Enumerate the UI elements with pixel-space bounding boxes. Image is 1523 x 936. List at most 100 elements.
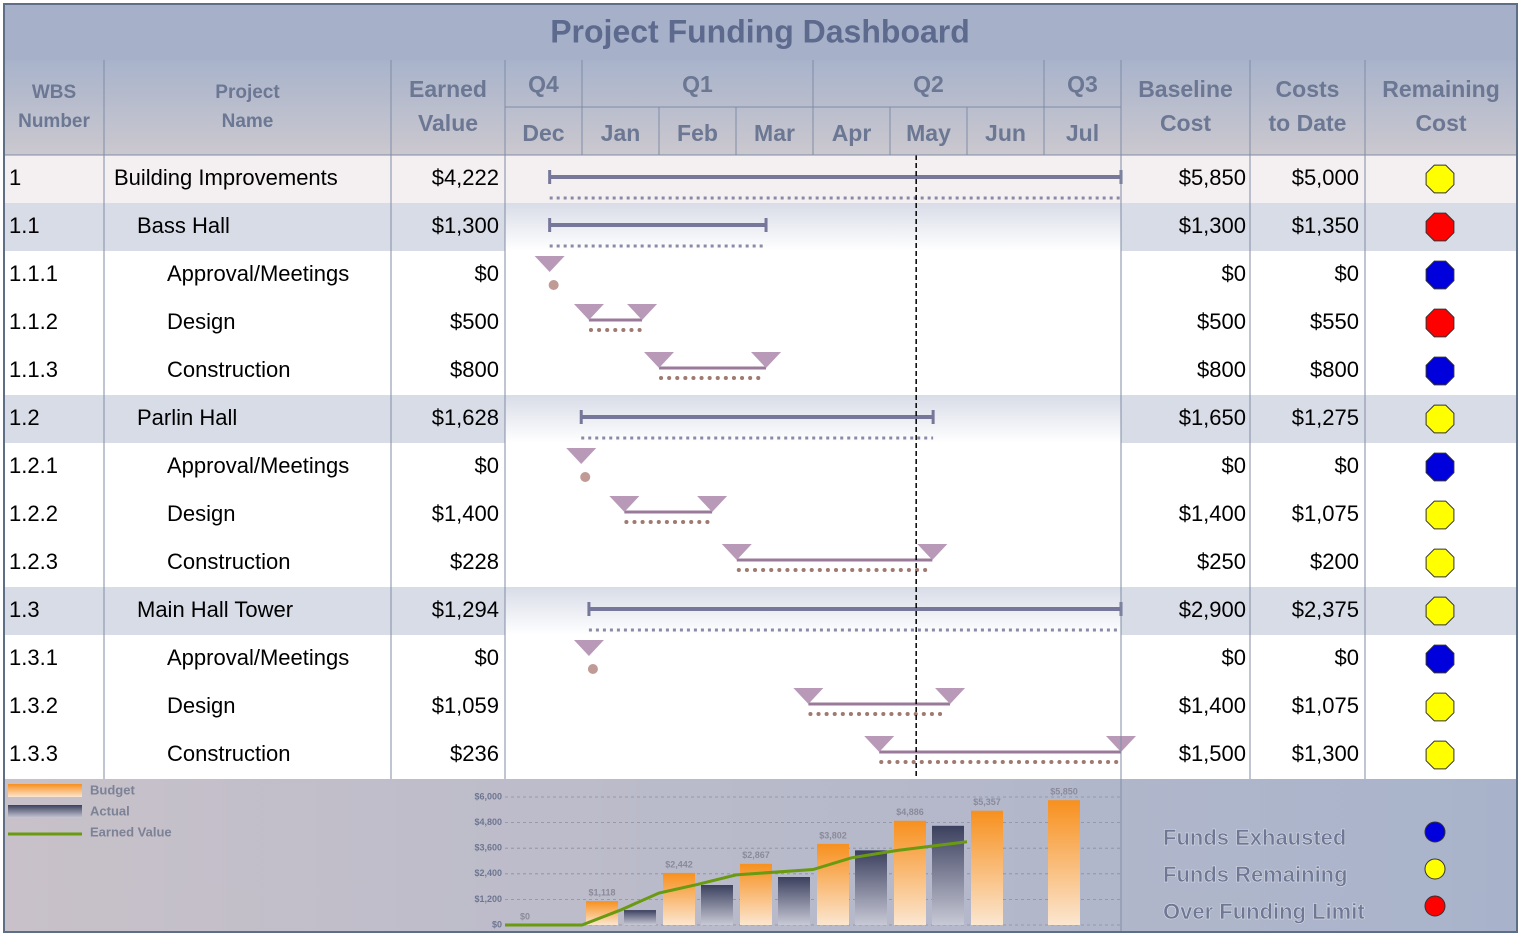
baseline-cost: $1,650 bbox=[1179, 405, 1246, 430]
earned-value: $1,400 bbox=[432, 501, 499, 526]
project-name: Construction bbox=[167, 741, 291, 766]
bar-value-label: $3,802 bbox=[819, 830, 847, 840]
bar bbox=[855, 850, 887, 925]
costs-to-date: $1,275 bbox=[1292, 405, 1359, 430]
costs-to-date: $0 bbox=[1335, 453, 1359, 478]
baseline-cost: $500 bbox=[1197, 309, 1246, 334]
wbs-number: 1.2.3 bbox=[9, 549, 58, 574]
milestone-actual bbox=[587, 664, 598, 674]
earned-value: $0 bbox=[475, 261, 499, 286]
month-label: Dec bbox=[522, 120, 564, 146]
bar-value-label: $2,442 bbox=[665, 859, 693, 869]
task-end bbox=[697, 496, 728, 512]
quarter-label: Q4 bbox=[528, 71, 559, 97]
baseline-cost: $1,500 bbox=[1179, 741, 1246, 766]
legend-swatch bbox=[8, 784, 82, 797]
column-header: Cost bbox=[1415, 110, 1466, 136]
column-header: WBS bbox=[32, 82, 76, 103]
status-indicator bbox=[1425, 740, 1455, 770]
status-legend-label: Funds Exhausted bbox=[1163, 825, 1346, 850]
milestone bbox=[566, 448, 597, 464]
project-name: Bass Hall bbox=[137, 213, 230, 238]
outer-frame bbox=[3, 3, 1518, 933]
baseline-cost: $1,400 bbox=[1179, 501, 1246, 526]
wbs-number: 1.2.2 bbox=[9, 501, 58, 526]
wbs-number: 1 bbox=[9, 165, 21, 190]
bar bbox=[701, 885, 733, 925]
baseline-cost: $1,300 bbox=[1179, 213, 1246, 238]
status-indicator bbox=[1425, 356, 1455, 386]
earned-value: $1,300 bbox=[432, 213, 499, 238]
wbs-number: 1.3 bbox=[9, 597, 40, 622]
project-name: Approval/Meetings bbox=[167, 453, 349, 478]
bar-value-label: $4,886 bbox=[896, 807, 924, 817]
task-start bbox=[644, 352, 674, 368]
wbs-number: 1.1.3 bbox=[9, 357, 58, 382]
status-indicator bbox=[1425, 452, 1455, 482]
baseline-cost: $250 bbox=[1197, 549, 1246, 574]
status-indicator bbox=[1425, 164, 1455, 194]
bar bbox=[894, 820, 926, 925]
quarter-label: Q3 bbox=[1067, 71, 1098, 97]
status-legend-swatch bbox=[1424, 821, 1446, 843]
status-indicator bbox=[1425, 404, 1455, 434]
title: Project Funding Dashboard bbox=[550, 13, 970, 49]
column-header: Remaining bbox=[1382, 76, 1500, 102]
bar bbox=[971, 810, 1003, 925]
earned-value: $1,294 bbox=[432, 597, 499, 622]
legend-label: Budget bbox=[90, 782, 135, 797]
task-end bbox=[751, 352, 782, 368]
costs-to-date: $200 bbox=[1310, 549, 1359, 574]
earned-value: $4,222 bbox=[432, 165, 499, 190]
title-bar bbox=[4, 4, 1517, 60]
status-legend-swatch bbox=[1424, 858, 1446, 880]
legend-label: Earned Value bbox=[90, 824, 172, 839]
task-start bbox=[793, 688, 824, 704]
wbs-number: 1.3.2 bbox=[9, 693, 58, 718]
baseline-cost: $800 bbox=[1197, 357, 1246, 382]
bar-value-label: $5,357 bbox=[973, 797, 1001, 807]
column-header: Earned bbox=[409, 76, 487, 102]
bar bbox=[932, 825, 964, 925]
month-label: Jun bbox=[985, 120, 1026, 146]
milestone bbox=[534, 256, 565, 272]
earned-value: $236 bbox=[450, 741, 499, 766]
month-label: Jan bbox=[601, 120, 641, 146]
bar bbox=[778, 877, 810, 925]
column-header: Number bbox=[18, 111, 90, 132]
baseline-cost: $2,900 bbox=[1179, 597, 1246, 622]
month-label: Jul bbox=[1066, 120, 1099, 146]
wbs-number: 1.3.1 bbox=[9, 645, 58, 670]
task-start bbox=[864, 736, 895, 752]
project-name: Parlin Hall bbox=[137, 405, 237, 430]
costs-to-date: $550 bbox=[1310, 309, 1359, 334]
milestone-actual bbox=[580, 472, 591, 482]
wbs-number: 1.2.1 bbox=[9, 453, 58, 478]
milestone-actual bbox=[548, 280, 559, 290]
costs-to-date: $1,300 bbox=[1292, 741, 1359, 766]
baseline-cost: $0 bbox=[1222, 261, 1246, 286]
month-label: Feb bbox=[677, 120, 718, 146]
earned-value: $500 bbox=[450, 309, 499, 334]
column-header: Value bbox=[418, 110, 478, 136]
status-indicator bbox=[1425, 500, 1455, 530]
bar bbox=[624, 910, 656, 925]
bar bbox=[817, 843, 849, 925]
month-label: May bbox=[906, 120, 951, 146]
status-indicator bbox=[1425, 596, 1455, 626]
y-tick-label: $3,600 bbox=[474, 843, 502, 853]
column-header: Costs bbox=[1276, 76, 1340, 102]
task-start bbox=[573, 304, 604, 320]
column-header: to Date bbox=[1269, 110, 1347, 136]
wbs-number: 1.1.1 bbox=[9, 261, 58, 286]
project-name: Main Hall Tower bbox=[137, 597, 293, 622]
earned-value: $800 bbox=[450, 357, 499, 382]
costs-to-date: $1,350 bbox=[1292, 213, 1359, 238]
project-name: Building Improvements bbox=[114, 165, 338, 190]
column-header: Cost bbox=[1160, 110, 1211, 136]
task-start bbox=[609, 496, 640, 512]
bar bbox=[1048, 800, 1080, 925]
legend-swatch bbox=[8, 805, 82, 818]
status-indicator bbox=[1425, 260, 1455, 290]
wbs-number: 1.2 bbox=[9, 405, 40, 430]
